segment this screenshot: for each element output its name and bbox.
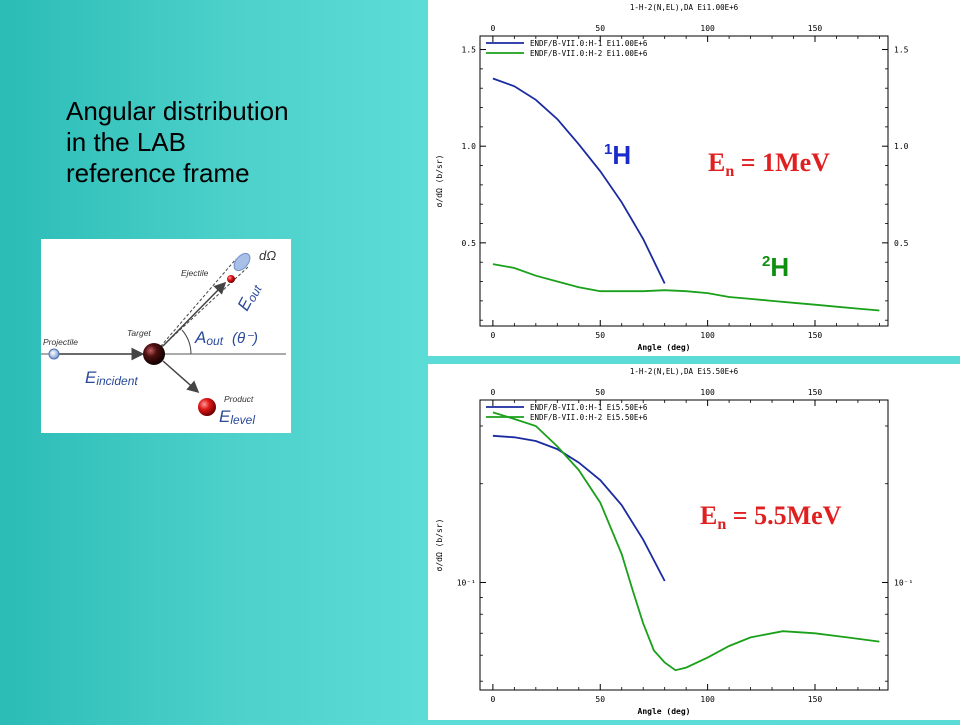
chart-title: 1-H-2(N,EL),DA Ei5.50E+6 [630, 367, 739, 376]
plot-frame [479, 35, 889, 327]
legend-label: ENDF/B-VII.0:H-1 Ei5.50E+6 [530, 403, 648, 412]
y-tick-label-right: 1.0 [894, 142, 909, 151]
x-tick-label-top: 0 [490, 388, 495, 397]
reaction-diagram-svg: Projectile Target Ejectile Product dΩ Ei… [41, 248, 286, 427]
x-tick-label-top: 100 [700, 388, 715, 397]
x-tick-label-top: 50 [595, 388, 605, 397]
x-tick-label-top: 50 [595, 24, 605, 33]
x-tick-label-bottom: 0 [490, 331, 495, 340]
solid-angle-ellipse [233, 252, 251, 272]
energy-annotation: En = 1MeV [708, 148, 830, 180]
d-omega-label: dΩ [259, 248, 276, 263]
product-label: Product [224, 394, 254, 404]
x-tick-label-top: 100 [700, 24, 715, 33]
x-tick-label-bottom: 100 [700, 695, 715, 704]
svg-text:Eout: Eout [234, 280, 265, 315]
h1-annotation: 1H [604, 140, 631, 170]
title-line-2: in the LAB [66, 127, 186, 157]
a-out-label: Aout [194, 328, 224, 348]
e-incident-label: Eincident [85, 368, 138, 388]
x-tick-label-bottom: 50 [595, 331, 605, 340]
projectile-label: Projectile [43, 337, 78, 347]
y-tick-label-left: 1.5 [462, 46, 477, 55]
theta-label: (θ⁻) [232, 330, 258, 347]
series-line-1 [492, 434, 666, 582]
target-ball [143, 343, 165, 365]
product-ball [198, 398, 216, 416]
ejectile-ball [227, 275, 235, 283]
x-axis-label: Angle (deg) [638, 343, 691, 352]
x-tick-label-bottom: 150 [808, 331, 823, 340]
e-level-label: Elevel [219, 407, 255, 427]
series-line-2 [492, 263, 880, 312]
title-line-1: Angular distribution [66, 96, 289, 126]
plot-1mev-panel: 1-H-2(N,EL),DA Ei1.00E+6 0 0 50 50 100 100 150 1… [428, 0, 960, 356]
energy-annotation: En = 5.5MeV [700, 501, 842, 533]
x-tick-label-bottom: 50 [595, 695, 605, 704]
angle-arc [181, 329, 192, 355]
h2-annotation: 2H [762, 252, 789, 282]
y-tick-label-right: 1.5 [894, 46, 909, 55]
y-tick-label-right: 10⁻¹ [894, 578, 913, 587]
y-axis-label: σ/dΩ (b/sr) [435, 519, 444, 572]
reaction-diagram: Projectile Target Ejectile Product dΩ Ei… [41, 239, 291, 433]
x-tick-label-bottom: 150 [808, 695, 823, 704]
legend-label: ENDF/B-VII.0:H-2 Ei1.00E+6 [530, 49, 648, 58]
legend-label: ENDF/B-VII.0:H-1 Ei1.00E+6 [530, 39, 648, 48]
ejectile-label: Ejectile [181, 268, 209, 278]
y-tick-label-left: 10⁻¹ [457, 578, 476, 587]
x-tick-label-top: 0 [490, 24, 495, 33]
y-axis-label: σ/dΩ (b/sr) [435, 155, 444, 208]
chart-title: 1-H-2(N,EL),DA Ei1.00E+6 [630, 3, 739, 12]
plot-5-5mev: 1-H-2(N,EL),DA Ei5.50E+6 0 0 50 50 100 100 150 1… [435, 367, 913, 716]
legend-label: ENDF/B-VII.0:H-2 Ei5.50E+6 [530, 413, 648, 422]
y-tick-label-right: 0.5 [894, 239, 909, 248]
product-arrow [162, 360, 200, 393]
x-tick-label-top: 150 [808, 388, 823, 397]
ejectile-arrow [162, 281, 227, 347]
x-axis-label: Angle (deg) [638, 707, 691, 716]
plot-1mev: 1-H-2(N,EL),DA Ei1.00E+6 0 0 50 50 100 100 150 1… [435, 3, 909, 352]
series-line-1 [492, 77, 666, 284]
plot-5-5mev-panel: 1-H-2(N,EL),DA Ei5.50E+6 0 0 50 50 100 100 150 1… [428, 364, 960, 720]
projectile-ball [48, 348, 60, 360]
slide-title: Angular distribution in the LAB referenc… [66, 96, 396, 189]
y-tick-label-left: 0.5 [462, 239, 477, 248]
x-tick-label-bottom: 0 [490, 695, 495, 704]
y-tick-label-left: 1.0 [462, 142, 477, 151]
e-out-label: Eout [234, 280, 265, 315]
plot-frame [479, 399, 889, 691]
x-tick-label-bottom: 100 [700, 331, 715, 340]
x-tick-label-top: 150 [808, 24, 823, 33]
title-line-3: reference frame [66, 158, 250, 188]
target-label: Target [127, 328, 151, 338]
series-line-2 [492, 411, 880, 672]
cone-line-upper [153, 258, 237, 355]
